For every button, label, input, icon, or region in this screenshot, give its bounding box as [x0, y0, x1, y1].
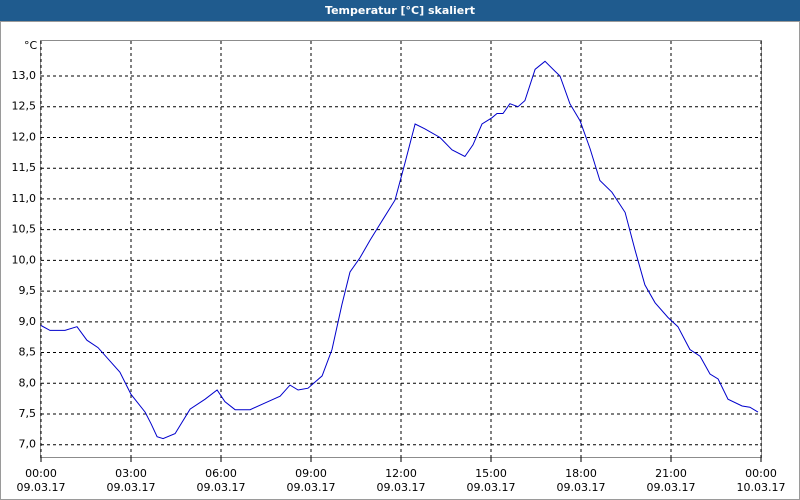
x-tick-label: 03:00 09.03.17 [106, 467, 156, 494]
y-tick-label: 9,5 [19, 284, 37, 297]
y-tick-label: 12,0 [12, 130, 37, 143]
x-tick-label: 15:00 09.03.17 [466, 467, 516, 494]
x-tick-label: 18:00 09.03.17 [556, 467, 606, 494]
chart-title: Temperatur [°C] skaliert [0, 0, 800, 21]
x-tick-label: 12:00 09.03.17 [376, 467, 426, 494]
x-tick-label: 00:00 10.03.17 [736, 467, 786, 494]
x-tick-label: 09:00 09.03.17 [286, 467, 336, 494]
y-tick-label: 8,0 [19, 376, 37, 389]
x-tick-label: 21:00 09.03.17 [646, 467, 696, 494]
y-tick-label: 10,0 [12, 253, 37, 266]
y-tick-label: 7,0 [19, 438, 37, 451]
x-tick-label: 06:00 09.03.17 [196, 467, 246, 494]
y-tick-label: 9,0 [19, 315, 37, 328]
y-tick-label: 13,0 [12, 69, 37, 82]
y-tick-label: 10,5 [12, 223, 37, 236]
y-tick-label: 12,5 [12, 100, 37, 113]
x-tick-label: 00:00 09.03.17 [16, 467, 66, 494]
y-tick-label: 11,0 [12, 192, 37, 205]
line [40, 60, 759, 440]
y-tick-label: 8,5 [19, 346, 37, 359]
y-tick-label: 11,5 [12, 161, 37, 174]
y-axis-label: °C [24, 39, 38, 52]
y-tick-label: 7,5 [19, 407, 37, 420]
